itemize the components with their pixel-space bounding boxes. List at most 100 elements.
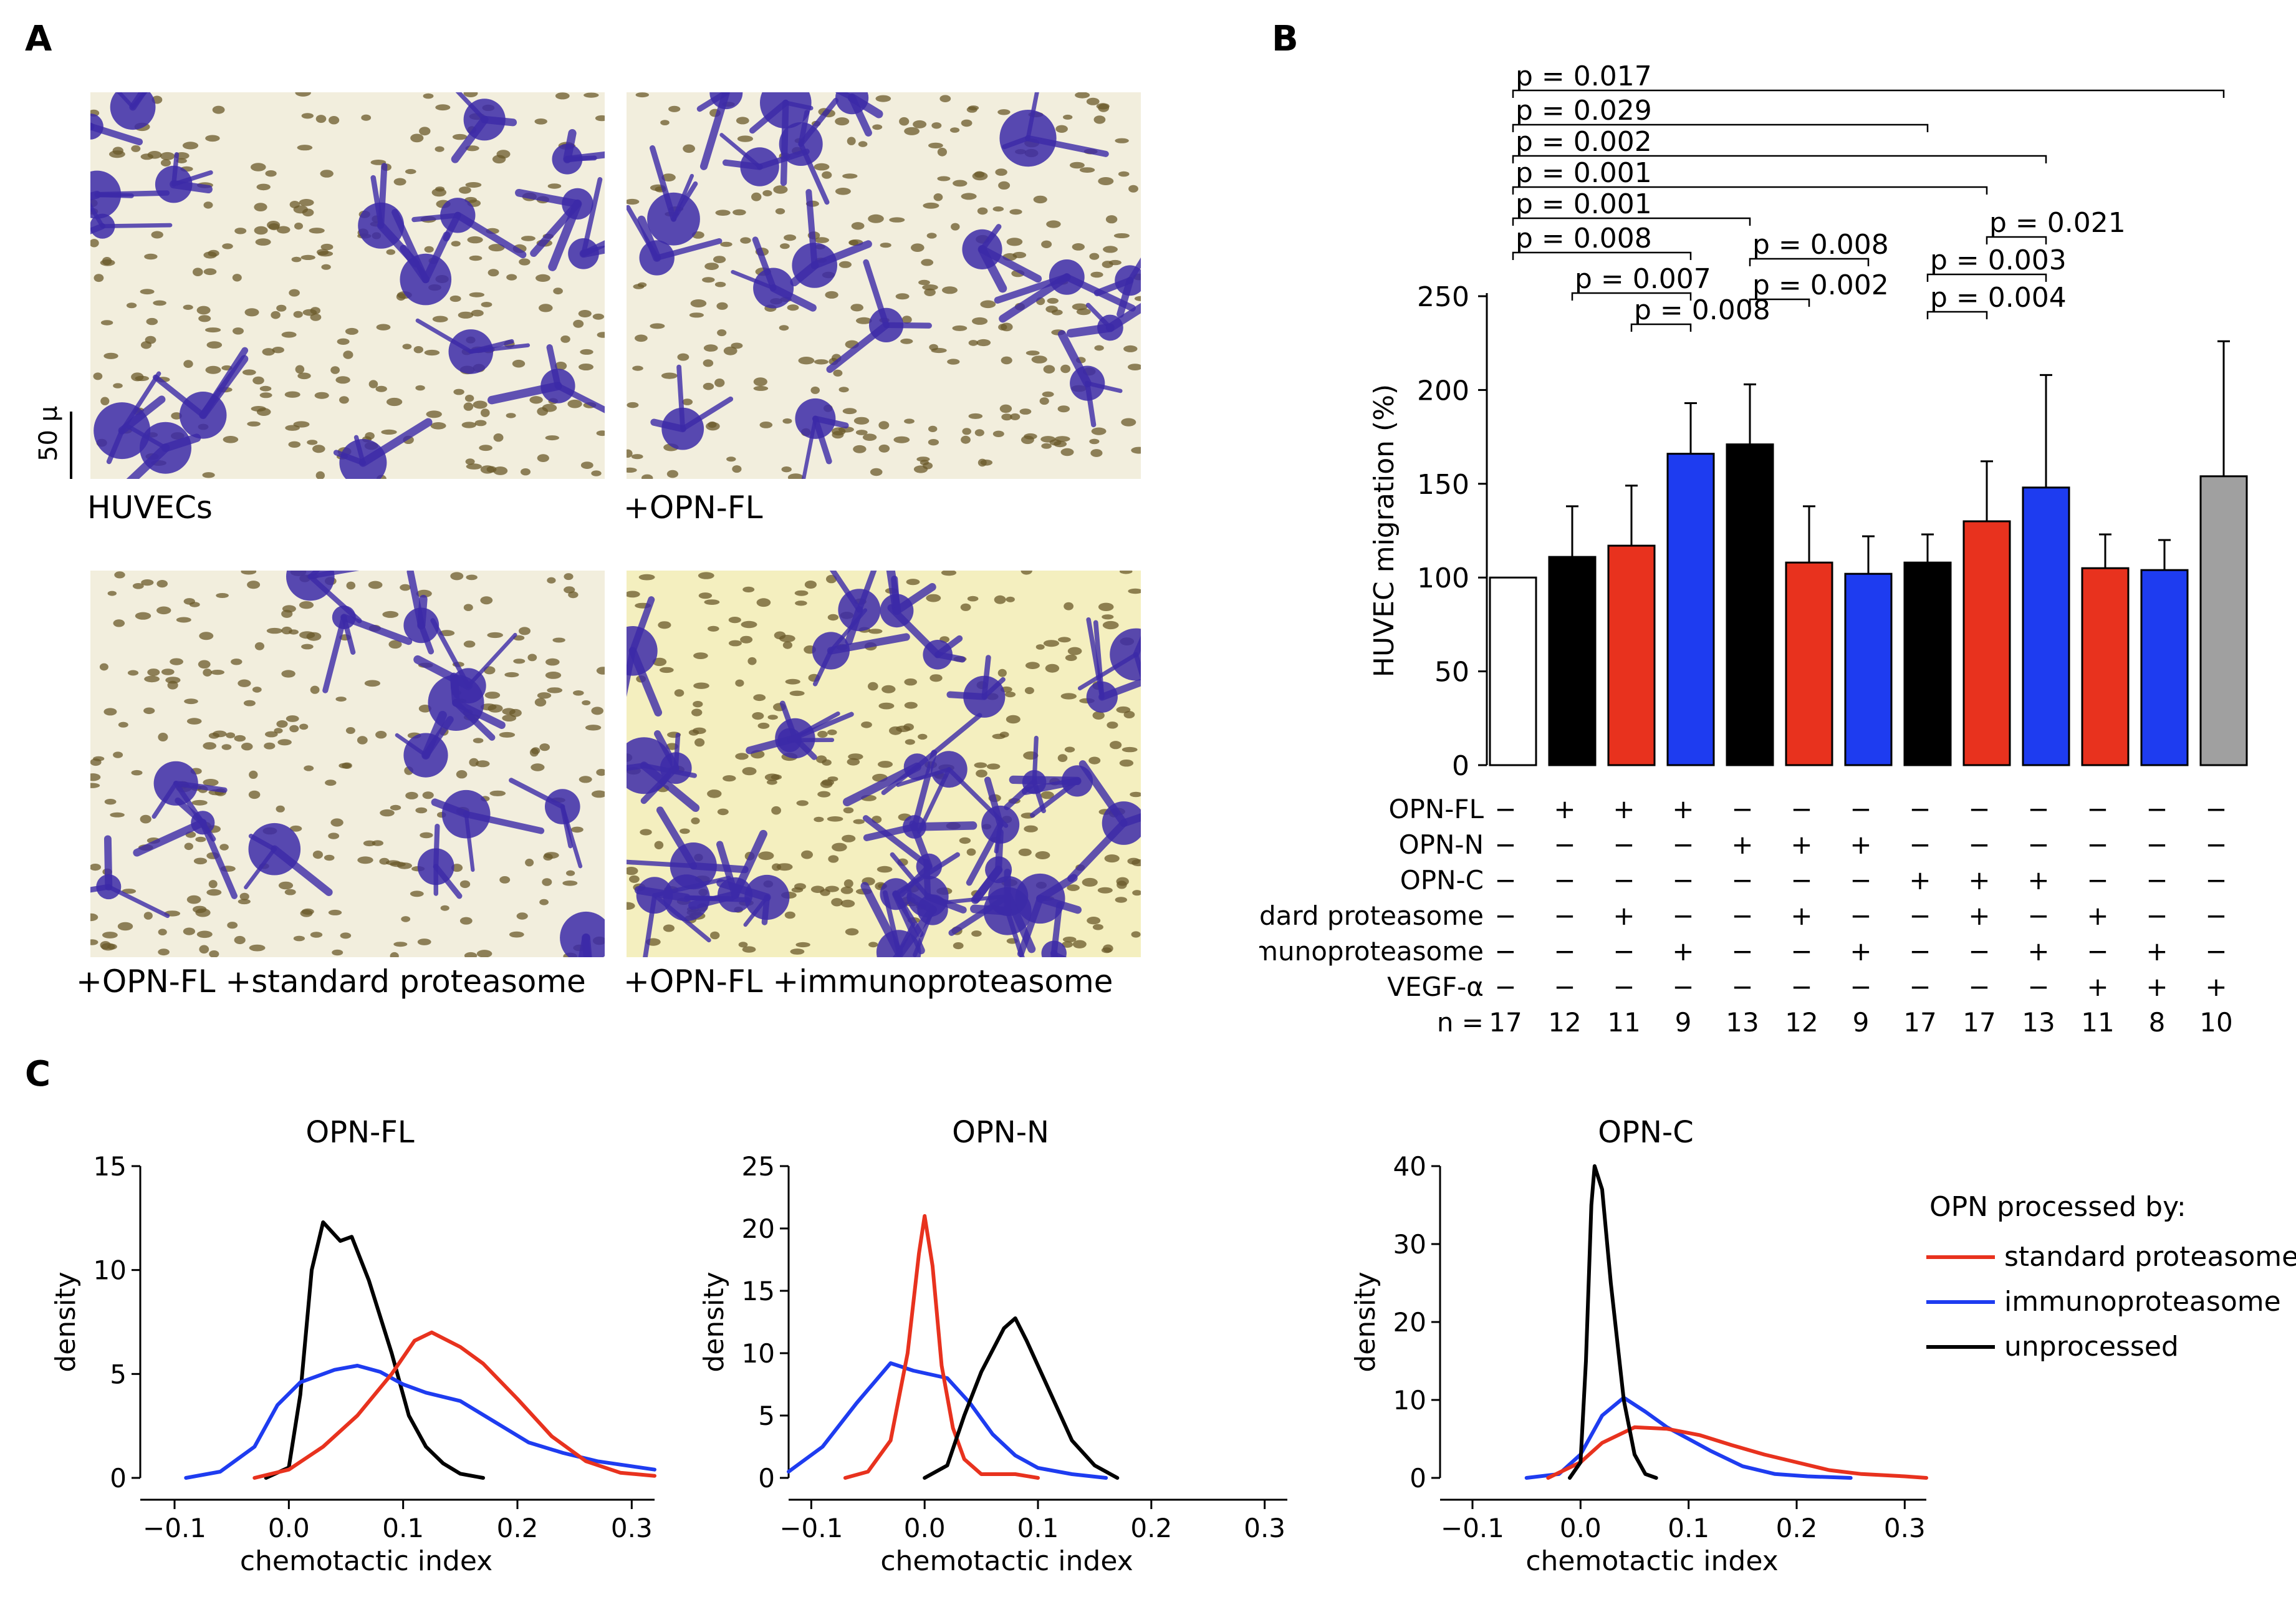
cell-process [400,244,430,284]
pore [659,667,674,673]
cell-process [116,92,135,109]
pore [733,209,746,216]
caption-opn-fl-standard: +OPN-FL +standard proteasome [76,963,586,1000]
pore [424,246,434,253]
cell-process [1066,323,1115,338]
cell-process [946,691,988,700]
treatment-sign: + [1672,794,1694,824]
treatment-sign: + [1731,829,1753,860]
pore [1121,418,1136,427]
pore [747,657,757,665]
pore [379,857,390,865]
bar [1785,561,1833,766]
pore [100,397,110,405]
pore [580,349,593,355]
pore [933,193,943,201]
pore [289,201,300,208]
cell-process [629,596,655,655]
pore [780,243,790,249]
cell-process [977,244,1007,293]
pore [578,310,592,317]
pore [1117,881,1127,889]
pore [758,851,774,861]
pore [312,851,323,859]
pore [131,372,144,382]
pore [325,779,337,786]
pore [740,635,753,644]
pore [1060,364,1071,374]
treatment-sign: − [1494,972,1516,1002]
density-line-immunoproteasome [787,1361,1108,1480]
cell-process [970,904,1012,915]
pore [1067,647,1082,655]
cell-process [1086,617,1105,700]
pore [534,698,547,707]
pore [1062,937,1077,943]
density-line-standard-proteasome [1546,1425,1928,1480]
pore [321,264,331,270]
pore [466,574,478,581]
cell-process [515,188,582,208]
micrograph-opn-fl-immuno [627,571,1141,957]
pore [227,922,238,929]
cell-process [563,129,577,163]
significance-bracket [1926,311,1988,319]
cell-process [244,847,277,890]
cell-process [1117,277,1134,318]
density-plot: 0 5 10 15 20 25 −0.1 0.0 0.1 0.2 0.3 OPN-N chemotact… [698,1115,1287,1577]
pore [205,327,221,333]
pore [417,938,431,945]
pore [302,208,314,217]
cell-process [1067,819,1128,882]
cell-process [106,884,170,919]
treatment-sign: − [2027,900,2049,931]
cell-process [580,240,605,257]
cell-process [627,859,696,869]
pore [140,814,151,824]
cell-process [627,763,647,771]
pore [921,259,934,266]
cell-process [731,269,776,291]
treatment-sign: − [2087,936,2108,967]
pore [875,95,891,102]
cell-process [449,672,460,707]
cell-process [1093,277,1133,297]
pore [309,228,325,234]
pore [756,598,771,607]
pore [889,726,902,735]
pore [596,667,605,675]
pore [928,439,939,446]
pore [492,155,506,164]
x-tick-label: −0.1 [1441,1513,1504,1543]
treatment-sign: − [2205,829,2227,860]
pore [100,320,113,326]
pore [880,243,891,248]
pore [804,581,817,589]
pore [1040,791,1054,799]
pore [706,422,720,431]
y-tick-label: 0 [110,1463,127,1493]
pore [1098,602,1114,611]
pore [661,173,676,181]
x-tick-label: 0.1 [1668,1513,1709,1543]
treatment-sign: − [1613,829,1635,860]
pore [941,571,957,576]
pore [545,672,562,679]
pore [295,365,305,374]
treatment-label: OPN-FL [1388,794,1484,824]
pore [516,912,528,920]
pore [1024,687,1034,695]
pore [293,311,303,318]
pore [668,105,681,112]
pore [473,738,484,743]
pore [375,731,387,739]
pore [893,436,910,443]
pore [144,253,158,260]
pore [560,335,570,343]
cell-process [466,632,517,688]
pore [324,854,335,861]
pore [966,848,976,856]
pore [694,738,705,747]
pore [817,791,831,798]
cell-process [640,765,680,804]
